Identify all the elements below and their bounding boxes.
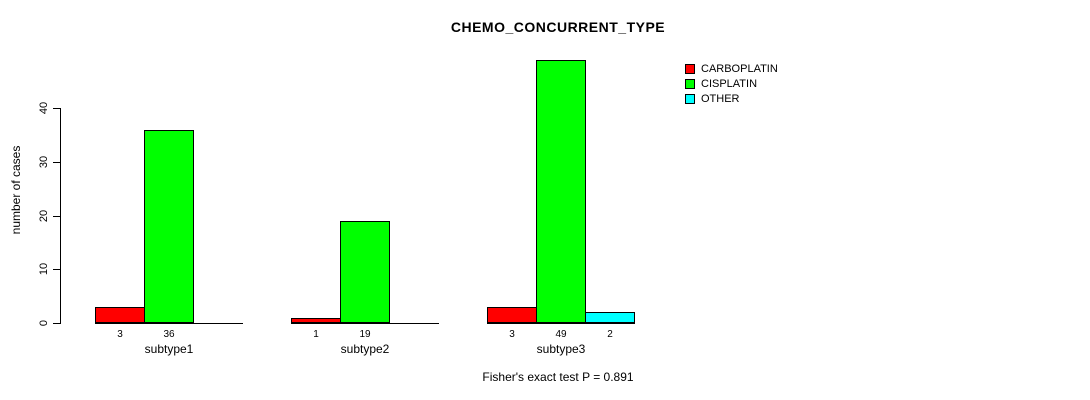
bar-subtype3-cisplatin	[536, 60, 586, 323]
legend-label: OTHER	[701, 92, 740, 105]
y-tick-label: 10	[38, 262, 50, 276]
y-tick-mark	[53, 323, 60, 324]
bar-subtype3-other	[585, 312, 635, 323]
bar-value-label: 49	[555, 329, 567, 340]
y-axis-line	[60, 108, 61, 324]
legend-item-cisplatin: CISPLATIN	[685, 76, 778, 91]
legend-label: CISPLATIN	[701, 77, 758, 90]
annotation-text: Fisher's exact test P = 0.891	[482, 370, 634, 384]
y-tick-mark	[53, 162, 60, 163]
category-label-subtype2: subtype2	[340, 342, 390, 356]
group-baseline	[487, 323, 635, 324]
bar-subtype1-carboplatin	[95, 307, 145, 323]
legend-label: CARBOPLATIN	[701, 62, 778, 75]
bar-value-label: 2	[607, 329, 613, 340]
bar-subtype3-carboplatin	[487, 307, 537, 323]
legend: CARBOPLATIN CISPLATIN OTHER	[685, 61, 778, 106]
bar-value-label: 1	[313, 329, 319, 340]
group-baseline	[291, 323, 439, 324]
y-tick-label: 0	[38, 319, 50, 327]
chart-title: CHEMO_CONCURRENT_TYPE	[450, 19, 666, 35]
bar-subtype2-carboplatin	[291, 318, 341, 323]
y-tick-label: 20	[38, 209, 50, 223]
legend-item-other: OTHER	[685, 91, 778, 106]
y-tick-mark	[53, 108, 60, 109]
category-label-subtype1: subtype1	[144, 342, 194, 356]
y-tick-label: 30	[38, 155, 50, 169]
legend-swatch-icon	[685, 93, 695, 104]
legend-item-carboplatin: CARBOPLATIN	[685, 61, 778, 76]
bar-value-label: 19	[359, 329, 371, 340]
bar-subtype1-cisplatin	[144, 130, 194, 323]
y-tick-label: 40	[38, 101, 50, 115]
y-tick-mark	[53, 216, 60, 217]
group-baseline	[95, 323, 243, 324]
bar-subtype2-cisplatin	[340, 221, 390, 323]
bar-value-label: 3	[117, 329, 123, 340]
bar-value-label: 3	[509, 329, 515, 340]
legend-swatch-icon	[685, 78, 695, 89]
y-tick-mark	[53, 269, 60, 270]
category-label-subtype3: subtype3	[536, 342, 586, 356]
legend-swatch-icon	[685, 63, 695, 74]
bar-value-label: 36	[163, 329, 175, 340]
